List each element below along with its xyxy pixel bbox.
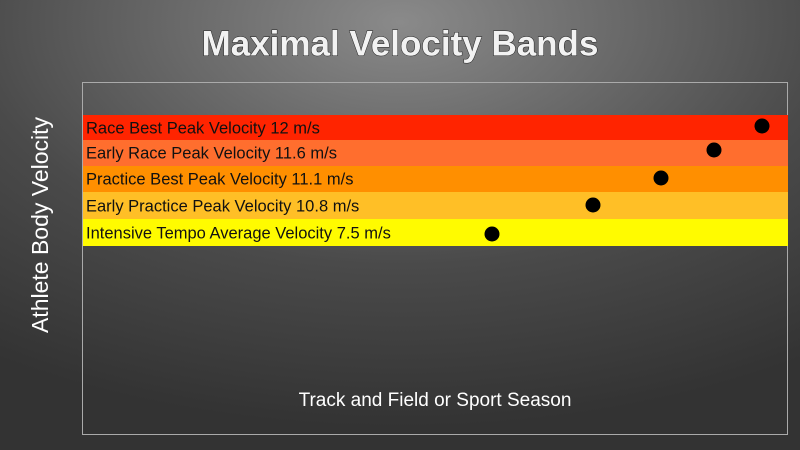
band	[83, 192, 788, 219]
band-label: Early Race Peak Velocity 11.6 m/s	[86, 144, 337, 162]
band	[83, 140, 788, 166]
dot	[706, 142, 722, 158]
y-axis-label: Athlete Body Velocity	[27, 116, 53, 333]
plot-frame	[82, 82, 788, 435]
title: Maximal Velocity Bands	[202, 24, 599, 63]
band-label: Practice Best Peak Velocity 11.1 m/s	[86, 170, 353, 188]
dot	[754, 118, 770, 134]
band	[83, 166, 788, 192]
dot	[653, 170, 669, 186]
band	[83, 115, 788, 140]
dot	[484, 226, 500, 242]
band	[83, 219, 788, 246]
dot	[585, 197, 601, 213]
band-label: Early Practice Peak Velocity 10.8 m/s	[86, 197, 359, 215]
x-axis-label: Track and Field or Sport Season	[299, 390, 572, 411]
band-label: Race Best Peak Velocity 12 m/s	[86, 119, 320, 137]
band-label: Intensive Tempo Average Velocity 7.5 m/s	[86, 224, 391, 242]
